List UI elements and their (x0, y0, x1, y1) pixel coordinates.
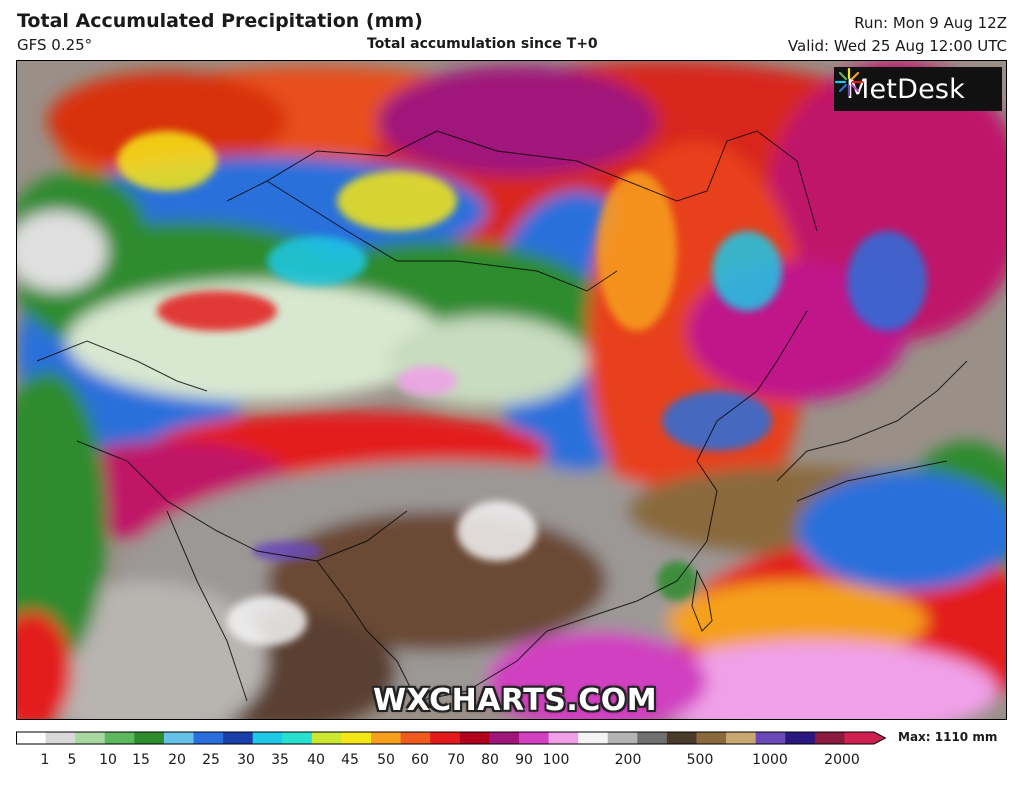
scale-swatch (726, 732, 757, 744)
scale-tick-label: 45 (341, 752, 359, 768)
scale-swatch (223, 732, 254, 744)
scale-outline (16, 731, 886, 745)
scale-swatch (844, 732, 875, 744)
precipitation-map[interactable]: MetDesk WXCHARTS.COM (16, 60, 1007, 720)
scale-swatch (548, 732, 579, 744)
scale-tick-label: 40 (307, 752, 325, 768)
scale-swatch (430, 732, 461, 744)
scale-swatch (193, 732, 224, 744)
scale-swatch (607, 732, 638, 744)
scale-swatch (311, 732, 343, 744)
scale-swatch (16, 732, 47, 744)
scale-tick-label: 25 (202, 752, 220, 768)
scale-swatch (666, 732, 698, 744)
metdesk-logo-text: MetDesk (846, 73, 965, 105)
scale-tick-label: 35 (271, 752, 289, 768)
run-label: Run: Mon 9 Aug 12Z (854, 14, 1007, 32)
scale-swatch (75, 732, 106, 744)
metdesk-sunburst-icon (834, 67, 864, 97)
chart-subtitle: Total accumulation since T+0 (367, 36, 598, 52)
scale-swatch (518, 732, 550, 744)
scale-swatch (341, 732, 372, 744)
scale-swatch (252, 732, 283, 744)
wxcharts-watermark: WXCHARTS.COM (373, 683, 658, 718)
scale-swatch (371, 732, 402, 744)
scale-swatch (637, 732, 668, 744)
scale-tick-label: 10 (99, 752, 117, 768)
scale-tick-label: 1 (40, 752, 50, 768)
scale-swatch (578, 732, 609, 744)
scale-tick-label: 20 (168, 752, 186, 768)
scale-tick-label: 500 (686, 752, 714, 768)
color-scale-gradient (16, 731, 886, 745)
scale-tick-label: 1000 (752, 752, 788, 768)
scale-tick-label: 2000 (824, 752, 860, 768)
scale-max-arrow (874, 732, 886, 744)
color-scale-ticks: 1 5 10 15 20 25 30 35 40 45 50 60 70 80 90 100 200 500 100… (16, 752, 886, 772)
color-scale-bar (16, 731, 886, 745)
scale-swatch (45, 732, 76, 744)
scale-tick-label: 90 (515, 752, 533, 768)
scale-swatch (400, 732, 431, 744)
scale-swatch (282, 732, 313, 744)
max-value-label: Max: 1110 mm (898, 730, 998, 744)
scale-tick-label: 30 (237, 752, 255, 768)
scale-swatch (163, 732, 195, 744)
scale-swatch (814, 732, 846, 744)
metdesk-logo: MetDesk (834, 67, 1002, 111)
scale-swatch (134, 732, 165, 744)
precipitation-field (17, 61, 1006, 719)
scale-swatch (104, 732, 135, 744)
scale-tick-label: 60 (411, 752, 429, 768)
valid-label: Valid: Wed 25 Aug 12:00 UTC (787, 37, 1007, 55)
scale-swatch (489, 732, 520, 744)
scale-swatch (459, 732, 490, 744)
scale-swatch (755, 732, 786, 744)
model-label: GFS 0.25° (17, 36, 93, 54)
scale-tick-label: 50 (377, 752, 395, 768)
scale-tick-label: 70 (447, 752, 465, 768)
scale-swatch (696, 732, 727, 744)
scale-tick-label: 5 (67, 752, 77, 768)
chart-title: Total Accumulated Precipitation (mm) (17, 10, 423, 32)
scale-tick-label: 200 (614, 752, 642, 768)
scale-tick-label: 15 (132, 752, 150, 768)
scale-tick-label: 100 (542, 752, 570, 768)
scale-swatch (785, 732, 816, 744)
scale-tick-label: 80 (481, 752, 499, 768)
